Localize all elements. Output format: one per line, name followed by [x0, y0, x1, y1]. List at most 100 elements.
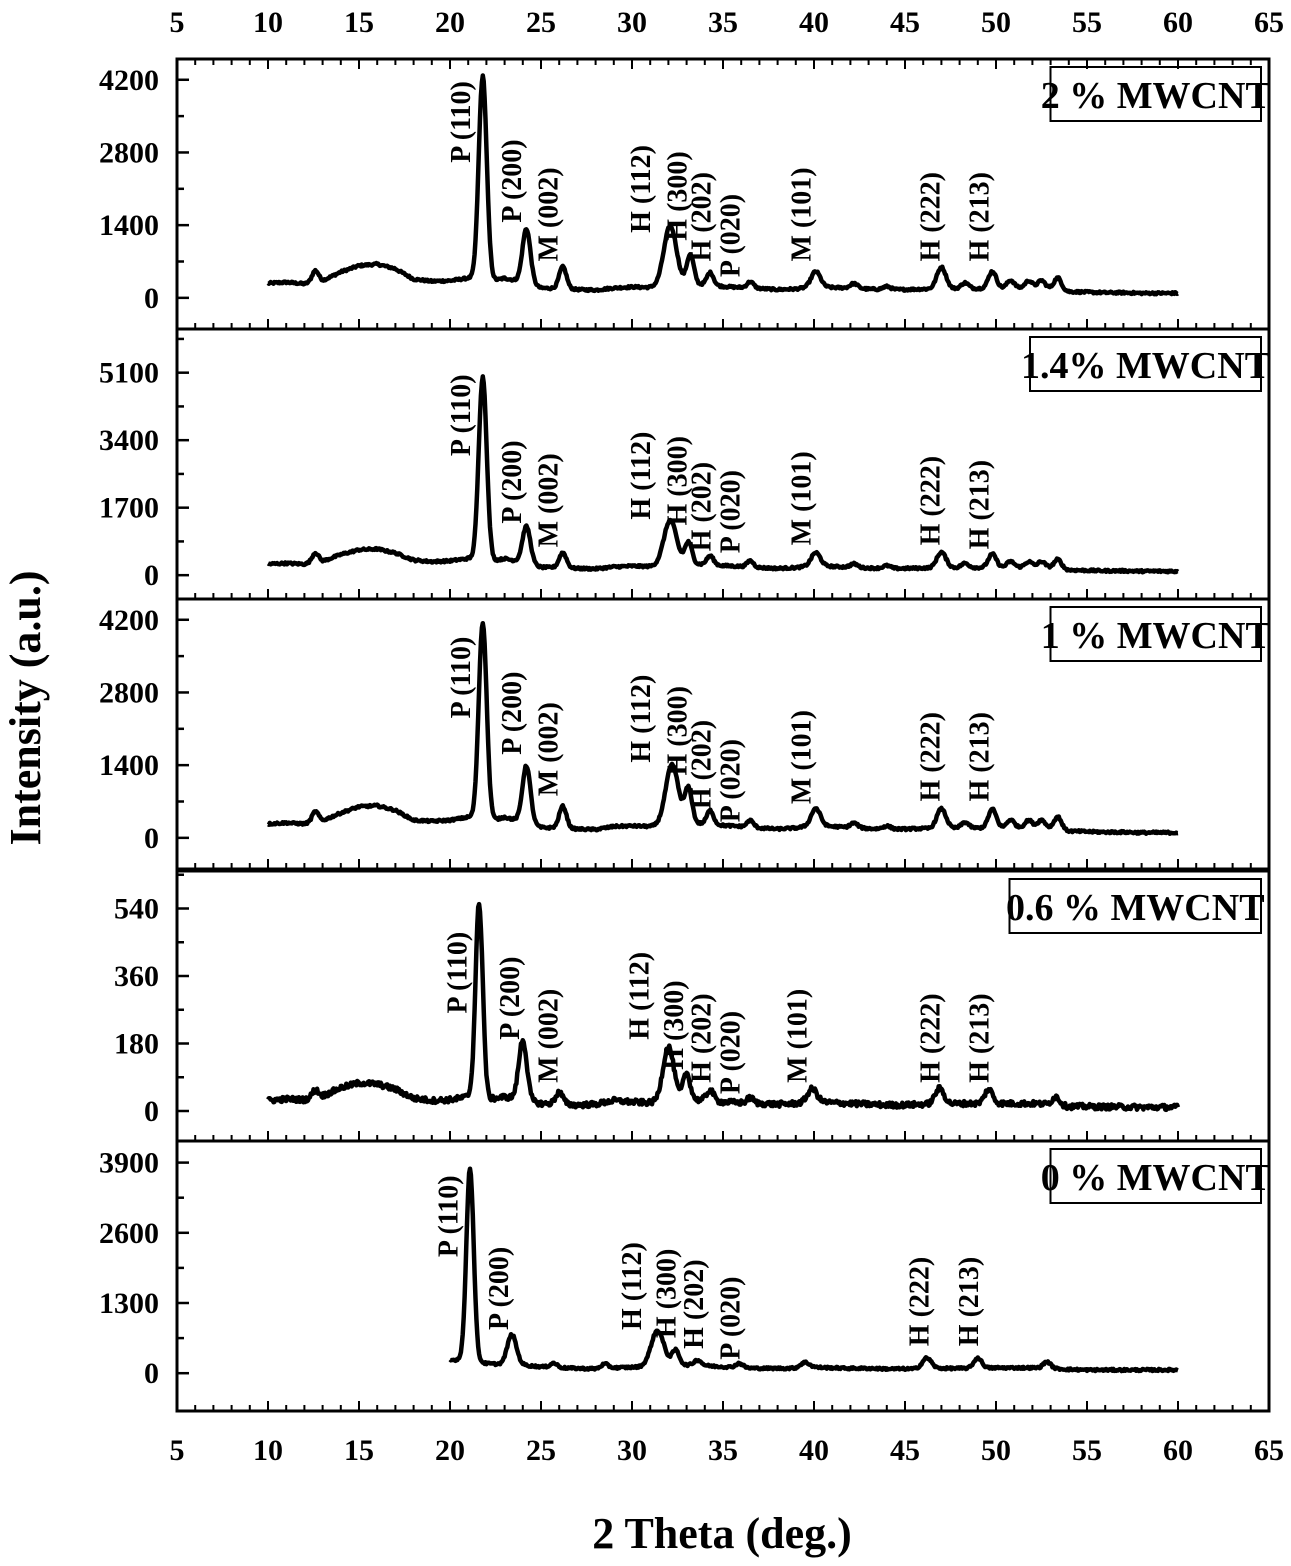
peak-label: H (202)	[686, 993, 717, 1082]
y-tick-label: 1400	[99, 749, 159, 782]
peak-label: P (110)	[433, 1175, 464, 1257]
x-tick-label-top: 45	[890, 6, 920, 39]
peak-label: H (300)	[663, 686, 694, 775]
series-line	[266, 620, 1180, 836]
legend-box	[1008, 878, 1262, 934]
panel-3: 0 1400 2800 4200 1 % MWCNT P (110) P (200) M (0…	[99, 597, 1271, 871]
peak-label: H (222)	[916, 172, 947, 261]
peak-label: M (101)	[786, 451, 817, 545]
x-axis-title: 2 Theta (deg.)	[592, 1509, 852, 1558]
peak-label: H (202)	[686, 172, 717, 261]
y-tick-label: 2600	[99, 1217, 159, 1250]
y-axis-title: Intensity (a.u.)	[1, 570, 50, 845]
peak-label: H (300)	[663, 436, 694, 525]
peak-label: P (020)	[715, 470, 746, 553]
peak-label: H (213)	[965, 172, 996, 261]
x-tick-label-top: 30	[617, 6, 647, 39]
y-tick-label: 0	[144, 282, 159, 315]
x-tick-label-top: 15	[344, 6, 374, 39]
x-tick-label-bottom: 20	[435, 1434, 465, 1467]
peak-label: H (202)	[686, 720, 717, 809]
y-tick-label: 3400	[99, 424, 159, 457]
legend-box	[1049, 606, 1262, 662]
legend-entry: 1 % MWCNT	[1041, 615, 1271, 657]
legend-box	[1049, 1148, 1262, 1204]
legend-entry: 0.6 % MWCNT	[1006, 887, 1265, 929]
legend-entry: 1.4% MWCNT	[1021, 345, 1270, 387]
series-line	[448, 1166, 1180, 1374]
legend-entry: 2 % MWCNT	[1041, 75, 1271, 117]
series-line	[266, 374, 1180, 575]
peak-label: P (200)	[495, 957, 526, 1040]
y-tick-label: 1300	[99, 1287, 159, 1320]
y-tick-label: 180	[114, 1028, 159, 1061]
x-tick-label-top: 65	[1254, 6, 1284, 39]
peak-label: P (020)	[715, 194, 746, 277]
peak-label: M (101)	[783, 989, 814, 1083]
y-tick-label: 4200	[99, 604, 159, 637]
x-tick-label-bottom: 65	[1254, 1434, 1284, 1467]
x-axis: 5510101515202025253030353540404545505055…	[170, 6, 1285, 1467]
y-tick-label: 0	[144, 822, 159, 855]
y-tick-label: 3900	[99, 1147, 159, 1180]
x-tick-label-top: 55	[1072, 6, 1102, 39]
x-tick-label-bottom: 15	[344, 1434, 374, 1467]
peak-label: H (112)	[617, 1242, 648, 1330]
y-tick-label: 540	[114, 893, 159, 926]
peak-label: H (202)	[679, 1259, 710, 1348]
peak-label: M (002)	[533, 453, 564, 547]
y-tick-label: 2800	[99, 136, 159, 169]
peak-label: M (101)	[786, 167, 817, 261]
series-line	[266, 73, 1180, 297]
y-tick-label: 2800	[99, 676, 159, 709]
legend: 0 % MWCNT	[1041, 1148, 1271, 1204]
legend: 0.6 % MWCNT	[1006, 878, 1265, 934]
y-tick-label: 4200	[99, 64, 159, 97]
y-tick-label: 0	[144, 1357, 159, 1390]
x-tick-label-bottom: 55	[1072, 1434, 1102, 1467]
x-tick-label-top: 25	[526, 6, 556, 39]
peak-label: M (101)	[786, 710, 817, 804]
y-tick-label: 0	[144, 559, 159, 592]
x-tick-label-top: 5	[170, 6, 185, 39]
x-tick-label-bottom: 5	[170, 1434, 185, 1467]
panel-1: 0 1400 2800 4200 2 % MWCNT P (110) P (200) M (0…	[99, 57, 1271, 331]
legend: 1 % MWCNT	[1041, 606, 1271, 662]
legend: 2 % MWCNT	[1041, 66, 1271, 122]
y-tick-label: 360	[114, 960, 159, 993]
legend: 1.4% MWCNT	[1021, 336, 1270, 392]
peak-label: P (110)	[446, 637, 477, 719]
peak-label: H (112)	[626, 432, 657, 520]
panel-5: 0 1300 2600 3900 0 % MWCNT P (110) P (200) H (1…	[99, 1139, 1271, 1413]
peak-label: H (213)	[954, 1257, 985, 1346]
x-tick-label-top: 35	[708, 6, 738, 39]
x-tick-label-top: 10	[253, 6, 283, 39]
x-tick-label-bottom: 40	[799, 1434, 829, 1467]
peak-label: H (222)	[916, 993, 947, 1082]
peak-label: H (300)	[663, 151, 694, 240]
peak-label: P (200)	[484, 1247, 515, 1330]
x-tick-label-top: 60	[1163, 6, 1193, 39]
peak-label: H (213)	[965, 712, 996, 801]
x-tick-label-bottom: 30	[617, 1434, 647, 1467]
peak-label: P (110)	[442, 932, 473, 1014]
peak-label: M (002)	[533, 702, 564, 796]
x-tick-label-bottom: 60	[1163, 1434, 1193, 1467]
peak-label: P (200)	[497, 440, 528, 523]
peak-label: H (112)	[626, 675, 657, 763]
peak-label: P (020)	[715, 1011, 746, 1094]
peak-label: H (300)	[652, 1249, 683, 1338]
y-tick-label: 0	[144, 1095, 159, 1128]
peak-label: M (002)	[533, 989, 564, 1083]
peak-label: P (020)	[715, 739, 746, 822]
peak-label: H (222)	[916, 712, 947, 801]
series-line	[266, 901, 1181, 1113]
peak-label: H (213)	[965, 460, 996, 549]
x-tick-label-bottom: 10	[253, 1434, 283, 1467]
x-tick-label-top: 40	[799, 6, 829, 39]
peak-label: H (112)	[624, 952, 655, 1040]
peak-label: P (200)	[497, 672, 528, 755]
x-tick-label-bottom: 45	[890, 1434, 920, 1467]
